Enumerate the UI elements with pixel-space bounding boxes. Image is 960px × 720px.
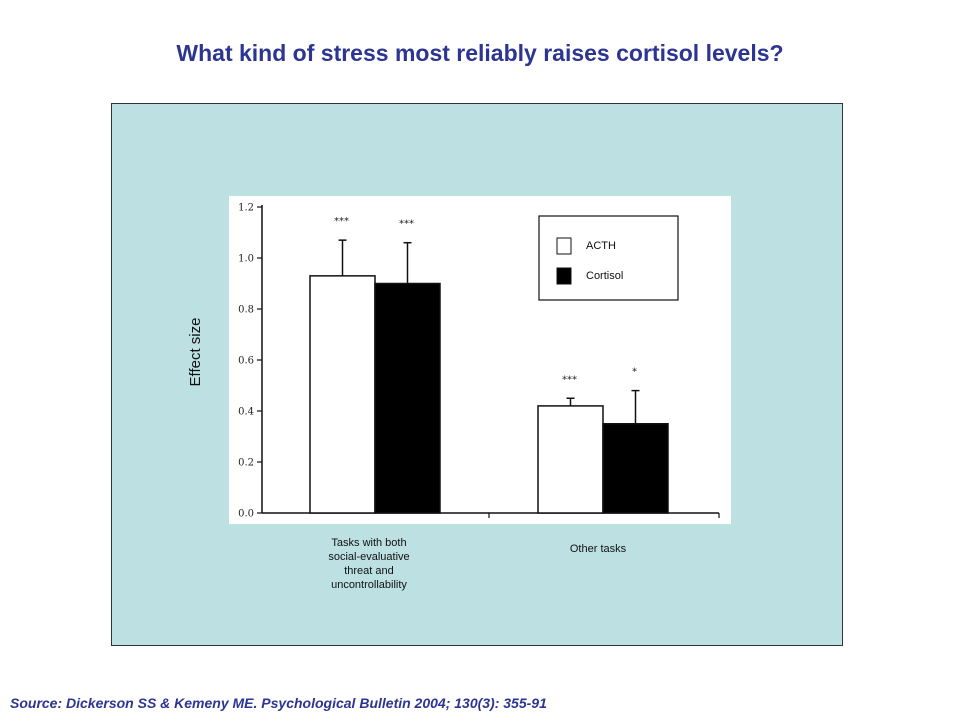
y-tick-label: 0.4 [238,407,254,418]
x-category-label: social-evaluative [328,551,409,563]
legend-swatch-cortisol [556,267,572,285]
bar-acth [537,405,604,514]
legend-swatch-acth [556,237,572,255]
significance-marker: * [632,367,637,378]
significance-marker: *** [399,219,414,230]
y-tick-label: 0.6 [238,356,254,367]
source-citation: Source: Dickerson SS & Kemeny ME. Psycho… [10,695,547,711]
bar-cortisol [374,282,441,514]
y-tick-label: 1.2 [238,203,254,214]
chart-layer: 0.00.20.40.60.81.01.2**********Tasks wit… [238,203,720,591]
y-tick-label: 0.8 [238,305,254,316]
bar-cortisol [602,423,669,514]
significance-marker: *** [562,374,577,385]
y-tick-label: 1.0 [238,254,254,265]
y-tick-label: 0.0 [238,509,254,520]
significance-marker: *** [334,216,349,227]
x-category-label: threat and [344,565,394,577]
legend: ACTH Cortisol [538,215,679,301]
x-category-label: Tasks with both [331,537,406,549]
legend-box [538,215,679,301]
y-axis-label: Effect size [187,318,204,387]
slide-title: What kind of stress most reliably raises… [176,40,784,66]
bar-acth [309,275,376,514]
x-category-label: Other tasks [570,543,627,555]
legend-label-acth: ACTH [586,240,616,252]
y-tick-label: 0.2 [238,458,254,469]
x-category-label: uncontrollability [331,579,407,591]
legend-label-cortisol: Cortisol [586,270,623,282]
